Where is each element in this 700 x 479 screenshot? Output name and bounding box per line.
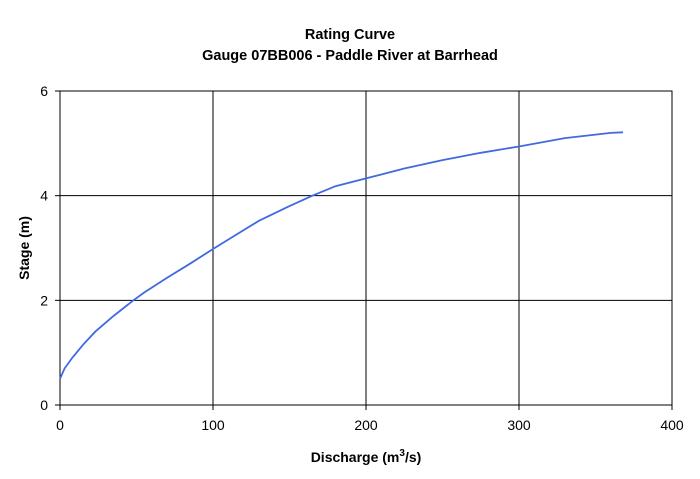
y-tick-label: 4 bbox=[40, 188, 48, 204]
x-axis-label: Discharge (m3/s) bbox=[311, 448, 422, 465]
chart-subtitle: Gauge 07BB006 - Paddle River at Barrhead bbox=[202, 48, 498, 64]
x-tick-label: 0 bbox=[56, 417, 64, 433]
rating-curve-line bbox=[59, 131, 624, 380]
y-tick-label: 6 bbox=[40, 83, 48, 99]
x-tick-label: 400 bbox=[660, 417, 684, 433]
x-tick-label: 300 bbox=[507, 417, 531, 433]
x-tick-label: 200 bbox=[354, 417, 378, 433]
chart-title: Rating Curve bbox=[304, 27, 396, 43]
x-tick-label: 100 bbox=[201, 417, 225, 433]
gridlines bbox=[60, 91, 672, 405]
y-tick-label: 2 bbox=[40, 292, 48, 308]
axis-ticks: 0 100 200 300 400 0 2 4 6 bbox=[40, 83, 684, 433]
y-axis-label: Stage (m) bbox=[16, 216, 32, 280]
y-tick-label: 0 bbox=[40, 397, 48, 413]
